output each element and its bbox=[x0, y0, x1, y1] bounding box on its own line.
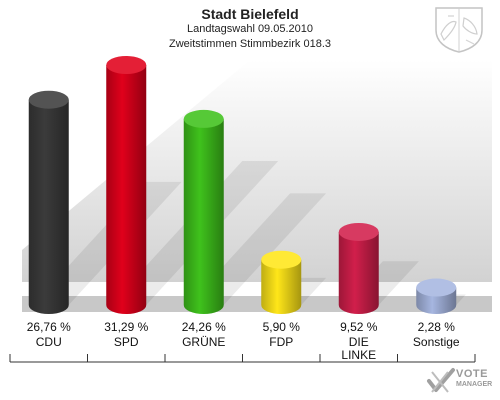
vote-manager-logo: VOTE MANAGER bbox=[424, 365, 500, 397]
logo-text-vote: VOTE bbox=[456, 368, 488, 380]
bar-body bbox=[183, 118, 224, 314]
bar-body bbox=[28, 99, 69, 314]
category-label: FDP bbox=[269, 335, 294, 349]
bar-top bbox=[28, 90, 69, 109]
logo-text-manager: MANAGER bbox=[456, 381, 493, 388]
bar-body bbox=[106, 65, 147, 314]
bar-value-label: 26,76 % bbox=[26, 320, 71, 334]
chart-subtitle-date: Landtagswahl 09.05.2010 bbox=[187, 23, 313, 35]
bar-fdp bbox=[261, 250, 327, 314]
bar-top bbox=[416, 278, 457, 297]
bar-value-label: 9,52 % bbox=[340, 320, 378, 334]
category-label: GRÜNE bbox=[182, 335, 226, 349]
category-label: SPD bbox=[113, 335, 139, 349]
bar-top bbox=[261, 250, 302, 269]
category-label: DIE LINKE bbox=[341, 335, 377, 362]
bar-value-label: 31,29 % bbox=[104, 320, 149, 334]
bar-body bbox=[338, 231, 379, 314]
bar-top bbox=[338, 222, 379, 241]
bar-value-label: 5,90 % bbox=[262, 320, 300, 334]
coat-of-arms-icon bbox=[435, 7, 483, 53]
bar-top bbox=[183, 109, 224, 128]
chart-title: Stadt Bielefeld bbox=[201, 6, 299, 22]
bar-sonstige bbox=[416, 278, 466, 314]
chart-subtitle-district: Zweitstimmen Stimmbezirk 018.3 bbox=[169, 38, 331, 50]
bar-value-label: 24,26 % bbox=[181, 320, 226, 334]
vote-check-icon bbox=[427, 368, 455, 393]
bar-value-label: 2,28 % bbox=[417, 320, 455, 334]
bar-gr-ne bbox=[183, 109, 327, 314]
category-label: Sonstige bbox=[412, 335, 460, 349]
bar-body bbox=[261, 259, 302, 314]
bar-die-linke bbox=[338, 222, 419, 314]
bar-top bbox=[106, 56, 147, 74]
bars-group bbox=[28, 56, 466, 314]
category-label: CDU bbox=[35, 335, 62, 349]
